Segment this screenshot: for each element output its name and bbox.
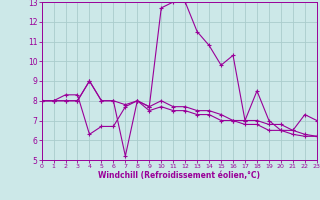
X-axis label: Windchill (Refroidissement éolien,°C): Windchill (Refroidissement éolien,°C) bbox=[98, 171, 260, 180]
